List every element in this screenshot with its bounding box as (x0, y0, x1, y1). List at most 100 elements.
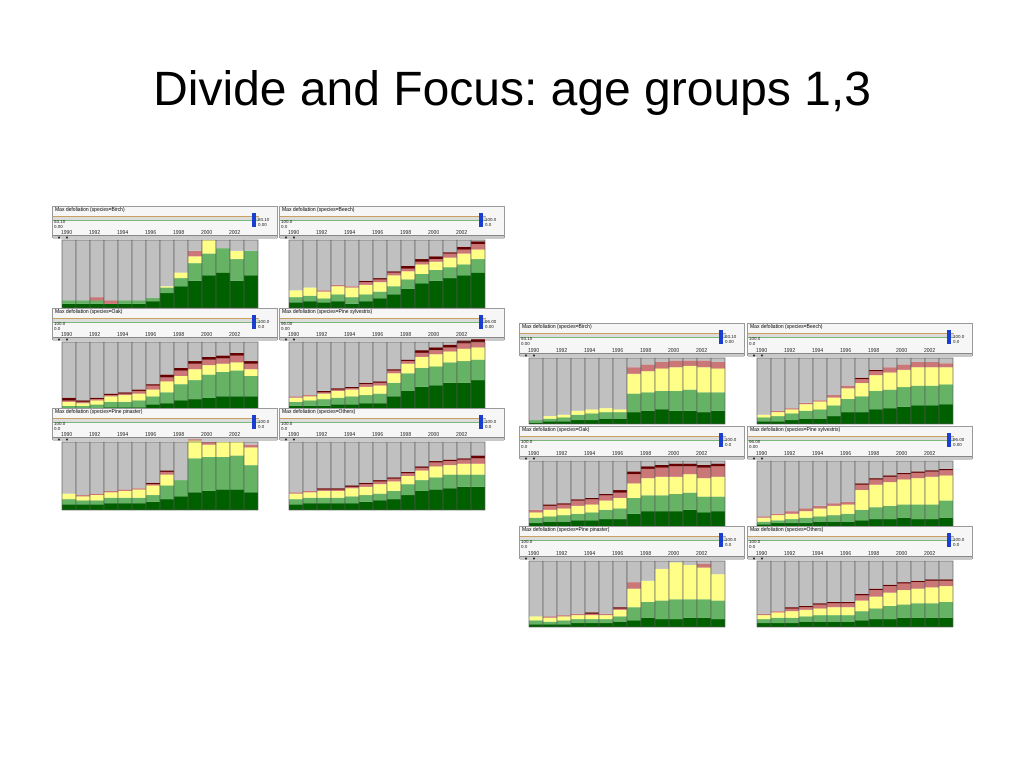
bar-remainder (76, 240, 90, 301)
scroll-right-arrow[interactable]: ▼ (65, 437, 69, 442)
scroll-strip[interactable]: ▼ ▼ (280, 235, 504, 240)
scroll-right-arrow[interactable]: ▼ (760, 556, 764, 561)
bar-segment (90, 400, 104, 405)
scroll-left-arrow[interactable]: ▼ (284, 437, 288, 442)
scroll-right-arrow[interactable]: ▼ (532, 353, 536, 358)
bar-segment (429, 489, 443, 510)
plot-svg (61, 439, 259, 511)
scroll-left-arrow[interactable]: ▼ (524, 556, 528, 561)
scroll-strip[interactable]: ▼ ▼ (53, 437, 277, 442)
bar-segment (827, 603, 841, 608)
scroll-right-arrow[interactable]: ▼ (65, 337, 69, 342)
range-slider-handle[interactable] (947, 533, 951, 547)
scroll-left-arrow[interactable]: ▼ (752, 353, 756, 358)
range-slider-handle[interactable] (479, 315, 483, 329)
scroll-right-arrow[interactable]: ▼ (292, 437, 296, 442)
scroll-right-arrow[interactable]: ▼ (292, 235, 296, 240)
scroll-strip[interactable]: ▼ ▼ (520, 353, 744, 358)
range-slider-handle[interactable] (252, 213, 256, 227)
range-slider-track[interactable] (748, 436, 954, 441)
bar-segment (711, 410, 725, 424)
bar-segment (62, 405, 76, 409)
scroll-right-arrow[interactable]: ▼ (760, 456, 764, 461)
range-slider-handle[interactable] (947, 433, 951, 447)
range-slider-track[interactable] (280, 216, 486, 221)
range-slider-track[interactable] (520, 536, 726, 541)
bar-segment (146, 501, 160, 510)
range-slider-track[interactable] (53, 318, 259, 323)
bar-remainder (132, 342, 146, 390)
bar-segment (345, 404, 359, 410)
range-slider-track[interactable] (53, 418, 259, 423)
range-slider-track[interactable] (280, 418, 486, 423)
scroll-right-arrow[interactable]: ▼ (760, 353, 764, 358)
range-slider-track[interactable] (53, 216, 259, 221)
bar-segment (543, 421, 557, 424)
bar-segment (118, 401, 132, 408)
scroll-strip[interactable]: ▼ ▼ (53, 235, 277, 240)
bar-remainder (401, 442, 415, 472)
scroll-right-arrow[interactable]: ▼ (292, 337, 296, 342)
bar-segment (359, 386, 373, 396)
bar-segment (785, 617, 799, 624)
scroll-left-arrow[interactable]: ▼ (284, 235, 288, 240)
bar-segment (160, 403, 174, 410)
range-slider-handle[interactable] (719, 433, 723, 447)
bar-segment (429, 462, 443, 467)
scroll-left-arrow[interactable]: ▼ (752, 456, 756, 461)
scroll-left-arrow[interactable]: ▼ (57, 235, 61, 240)
scroll-left-arrow[interactable]: ▼ (752, 556, 756, 561)
year-tick-label: 2002 (924, 451, 936, 457)
bar-segment (401, 373, 415, 391)
scroll-strip[interactable]: ▼ ▼ (280, 337, 504, 342)
bar-segment (785, 519, 799, 524)
year-tick-label: 2000 (896, 348, 908, 354)
bar-segment (813, 521, 827, 527)
scroll-left-arrow[interactable]: ▼ (57, 437, 61, 442)
bar-remainder (387, 240, 401, 272)
year-tick-label: 1998 (868, 348, 880, 354)
bar-segment (457, 458, 471, 460)
range-slider-track[interactable] (520, 436, 726, 441)
bar-segment (471, 241, 485, 245)
range-high-value: 100.0 0.0 (953, 334, 965, 344)
bar-segment (387, 272, 401, 276)
bar-segment (641, 495, 655, 512)
scroll-right-arrow[interactable]: ▼ (65, 235, 69, 240)
range-slider-handle[interactable] (719, 330, 723, 344)
scroll-strip[interactable]: ▼ ▼ (280, 437, 504, 442)
bar-segment (359, 384, 373, 387)
range-slider-handle[interactable] (479, 213, 483, 227)
scroll-right-arrow[interactable]: ▼ (532, 556, 536, 561)
scroll-left-arrow[interactable]: ▼ (57, 337, 61, 342)
bar-segment (76, 405, 90, 409)
range-slider-handle[interactable] (719, 533, 723, 547)
scroll-strip[interactable]: ▼ ▼ (520, 556, 744, 561)
bar-segment (429, 477, 443, 490)
scroll-left-arrow[interactable]: ▼ (524, 456, 528, 461)
scroll-left-arrow[interactable]: ▼ (524, 353, 528, 358)
range-slider-handle[interactable] (479, 415, 483, 429)
scroll-strip[interactable]: ▼ ▼ (53, 337, 277, 342)
range-slider-track[interactable] (280, 318, 486, 323)
scroll-strip[interactable]: ▼ ▼ (748, 353, 972, 358)
bar-segment (627, 367, 641, 374)
range-slider-track[interactable] (748, 536, 954, 541)
scroll-strip[interactable]: ▼ ▼ (748, 456, 972, 461)
bar-segment (883, 586, 897, 593)
range-slider-track[interactable] (748, 333, 954, 338)
range-slider-handle[interactable] (252, 415, 256, 429)
scroll-right-arrow[interactable]: ▼ (532, 456, 536, 461)
species-panel: Max defoliation (species=Others) 100.0 0.… (279, 408, 505, 512)
range-slider-handle[interactable] (947, 330, 951, 344)
bar-outline (470, 441, 486, 511)
range-slider-handle[interactable] (252, 315, 256, 329)
range-slider-track[interactable] (520, 333, 726, 338)
scroll-left-arrow[interactable]: ▼ (284, 337, 288, 342)
bar-segment (401, 359, 415, 362)
year-axis: 1990 1992 1994 1996 1998 2000 2002 (520, 550, 744, 557)
bar-segment (925, 471, 939, 477)
scroll-strip[interactable]: ▼ ▼ (520, 456, 744, 461)
bar-segment (641, 466, 655, 469)
scroll-strip[interactable]: ▼ ▼ (748, 556, 972, 561)
